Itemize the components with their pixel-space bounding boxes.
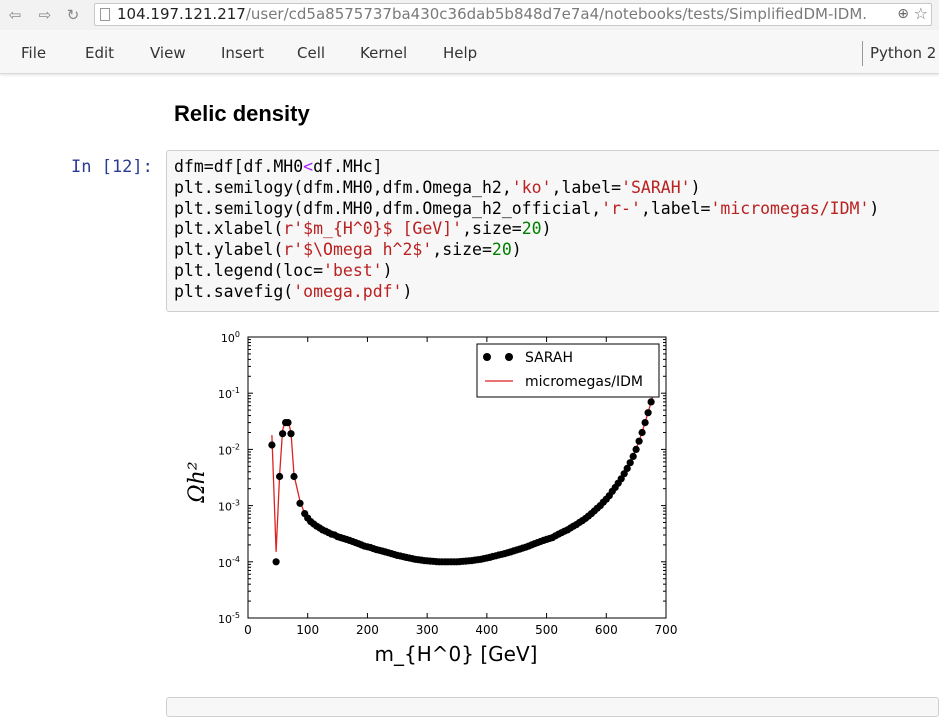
legend-label-sarah: SARAH — [525, 350, 573, 366]
data-point — [287, 430, 295, 438]
x-tick-label: 700 — [655, 623, 678, 637]
y-tick-label: 10-4 — [218, 555, 240, 570]
y-tick-exponent: -3 — [232, 499, 240, 508]
menu-file[interactable]: File — [21, 44, 47, 62]
y-tick-exponent: -5 — [232, 611, 240, 620]
menu-view[interactable]: View — [150, 44, 186, 62]
data-point — [632, 445, 640, 453]
code-line: plt.ylabel(r'$\Omega h^2$',size=20) — [174, 240, 522, 260]
x-tick-label: 600 — [595, 623, 618, 637]
markdown-heading: Relic density — [174, 101, 310, 126]
x-tick-label: 200 — [356, 623, 379, 637]
code-cell[interactable] — [166, 150, 939, 312]
data-point — [284, 419, 292, 427]
reload-icon[interactable]: ↻ — [66, 6, 80, 24]
menu-edit[interactable]: Edit — [85, 44, 115, 62]
page-icon — [100, 8, 110, 21]
code-line: plt.savefig('omega.pdf') — [174, 281, 413, 301]
star-icon[interactable]: ☆ — [913, 4, 928, 23]
url-path: /user/cd5a8575737ba430c36dab5b848d7e7a4/… — [245, 5, 868, 23]
next-code-cell[interactable] — [166, 697, 939, 717]
cell-prompt: In [12]: — [71, 157, 153, 177]
x-axis-label: m_{H^0} [GeV] — [375, 642, 538, 666]
data-point — [623, 464, 631, 472]
url-host: 104.197.121.217 — [117, 5, 246, 23]
y-tick-label: 10-2 — [218, 442, 240, 457]
data-point — [629, 452, 637, 460]
y-tick-exponent: 0 — [235, 330, 240, 339]
data-point — [641, 419, 649, 427]
y-tick-exponent: -2 — [232, 442, 240, 451]
browser-toolbar: ⇦ ⇨ ↻ 104.197.121.217/user/cd5a8575737ba… — [0, 0, 939, 30]
data-point — [644, 409, 652, 417]
x-tick-label: 400 — [475, 623, 498, 637]
data-point — [268, 441, 276, 449]
data-point — [626, 459, 634, 467]
data-point — [296, 499, 304, 507]
data-point — [647, 398, 655, 406]
code-line: plt.legend(loc='best') — [174, 260, 393, 280]
zoom-icon[interactable]: ⊕ — [897, 6, 909, 22]
data-point — [276, 472, 284, 481]
data-point — [635, 437, 643, 445]
x-ticks: 0 100 200 300 400 500 600 700 — [244, 337, 677, 637]
kernel-indicator[interactable]: Python 2 — [870, 44, 937, 62]
code-line: dfm=df[df.MH0<df.MHc] — [174, 157, 383, 176]
kernel-separator — [862, 41, 863, 66]
menu-help[interactable]: Help — [443, 44, 478, 62]
y-tick-label: 10-5 — [218, 611, 240, 626]
data-point — [272, 558, 280, 566]
code-line: plt.semilogy(dfm.MH0,dfm.Omega_h2_offici… — [174, 198, 880, 218]
x-tick-label: 0 — [244, 623, 252, 637]
series-sarah-points — [268, 387, 658, 566]
forward-arrow-icon[interactable]: ⇨ — [38, 6, 52, 24]
menu-cell[interactable]: Cell — [297, 44, 326, 62]
x-tick-label: 100 — [296, 623, 319, 637]
code-editor[interactable]: dfm=df[df.MH0<df.MHc] plt.semilogy(dfm.M… — [174, 157, 879, 303]
y-axis-label: Ωh² — [185, 461, 210, 503]
y-tick-exponent: -4 — [232, 555, 240, 564]
x-tick-label: 500 — [535, 623, 558, 637]
notebook-menubar: File Edit View Insert Cell Kernel Help P… — [0, 31, 939, 74]
code-line: plt.xlabel(r'$m_{H^0}$ [GeV]',size=20) — [174, 219, 552, 239]
legend-label-micromegas: micromegas/IDM — [525, 374, 643, 390]
menu-kernel[interactable]: Kernel — [360, 44, 408, 62]
y-tick-label: 100 — [221, 330, 240, 345]
legend-box — [476, 343, 660, 398]
data-point — [638, 428, 646, 437]
legend-marker-sarah-1 — [483, 353, 491, 361]
url-text: 104.197.121.217/user/cd5a8575737ba430c36… — [117, 4, 867, 25]
legend-marker-sarah-2 — [505, 353, 513, 361]
cell-output: 100 10-1 10-2 10-3 10-4 10-5 0 100 200 300 400 500… — [166, 320, 939, 690]
y-tick-label: 10-1 — [218, 386, 240, 401]
chart-legend: SARAH micromegas/IDM — [476, 343, 660, 398]
y-tick-exponent: -1 — [232, 386, 240, 395]
back-arrow-icon[interactable]: ⇦ — [8, 6, 22, 24]
x-tick-label: 300 — [416, 623, 439, 637]
x-axis-label-text: m_{H^0} [GeV] — [375, 642, 538, 666]
menu-insert[interactable]: Insert — [221, 44, 265, 62]
y-axis-label-text: Ωh² — [185, 461, 210, 503]
data-point — [279, 430, 287, 438]
code-line: plt.semilogy(dfm.MH0,dfm.Omega_h2,'ko',l… — [174, 177, 701, 197]
y-tick-label: 10-3 — [218, 499, 240, 514]
data-point — [620, 470, 628, 478]
address-bar[interactable]: 104.197.121.217/user/cd5a8575737ba430c36… — [94, 3, 932, 26]
data-point — [290, 472, 298, 481]
